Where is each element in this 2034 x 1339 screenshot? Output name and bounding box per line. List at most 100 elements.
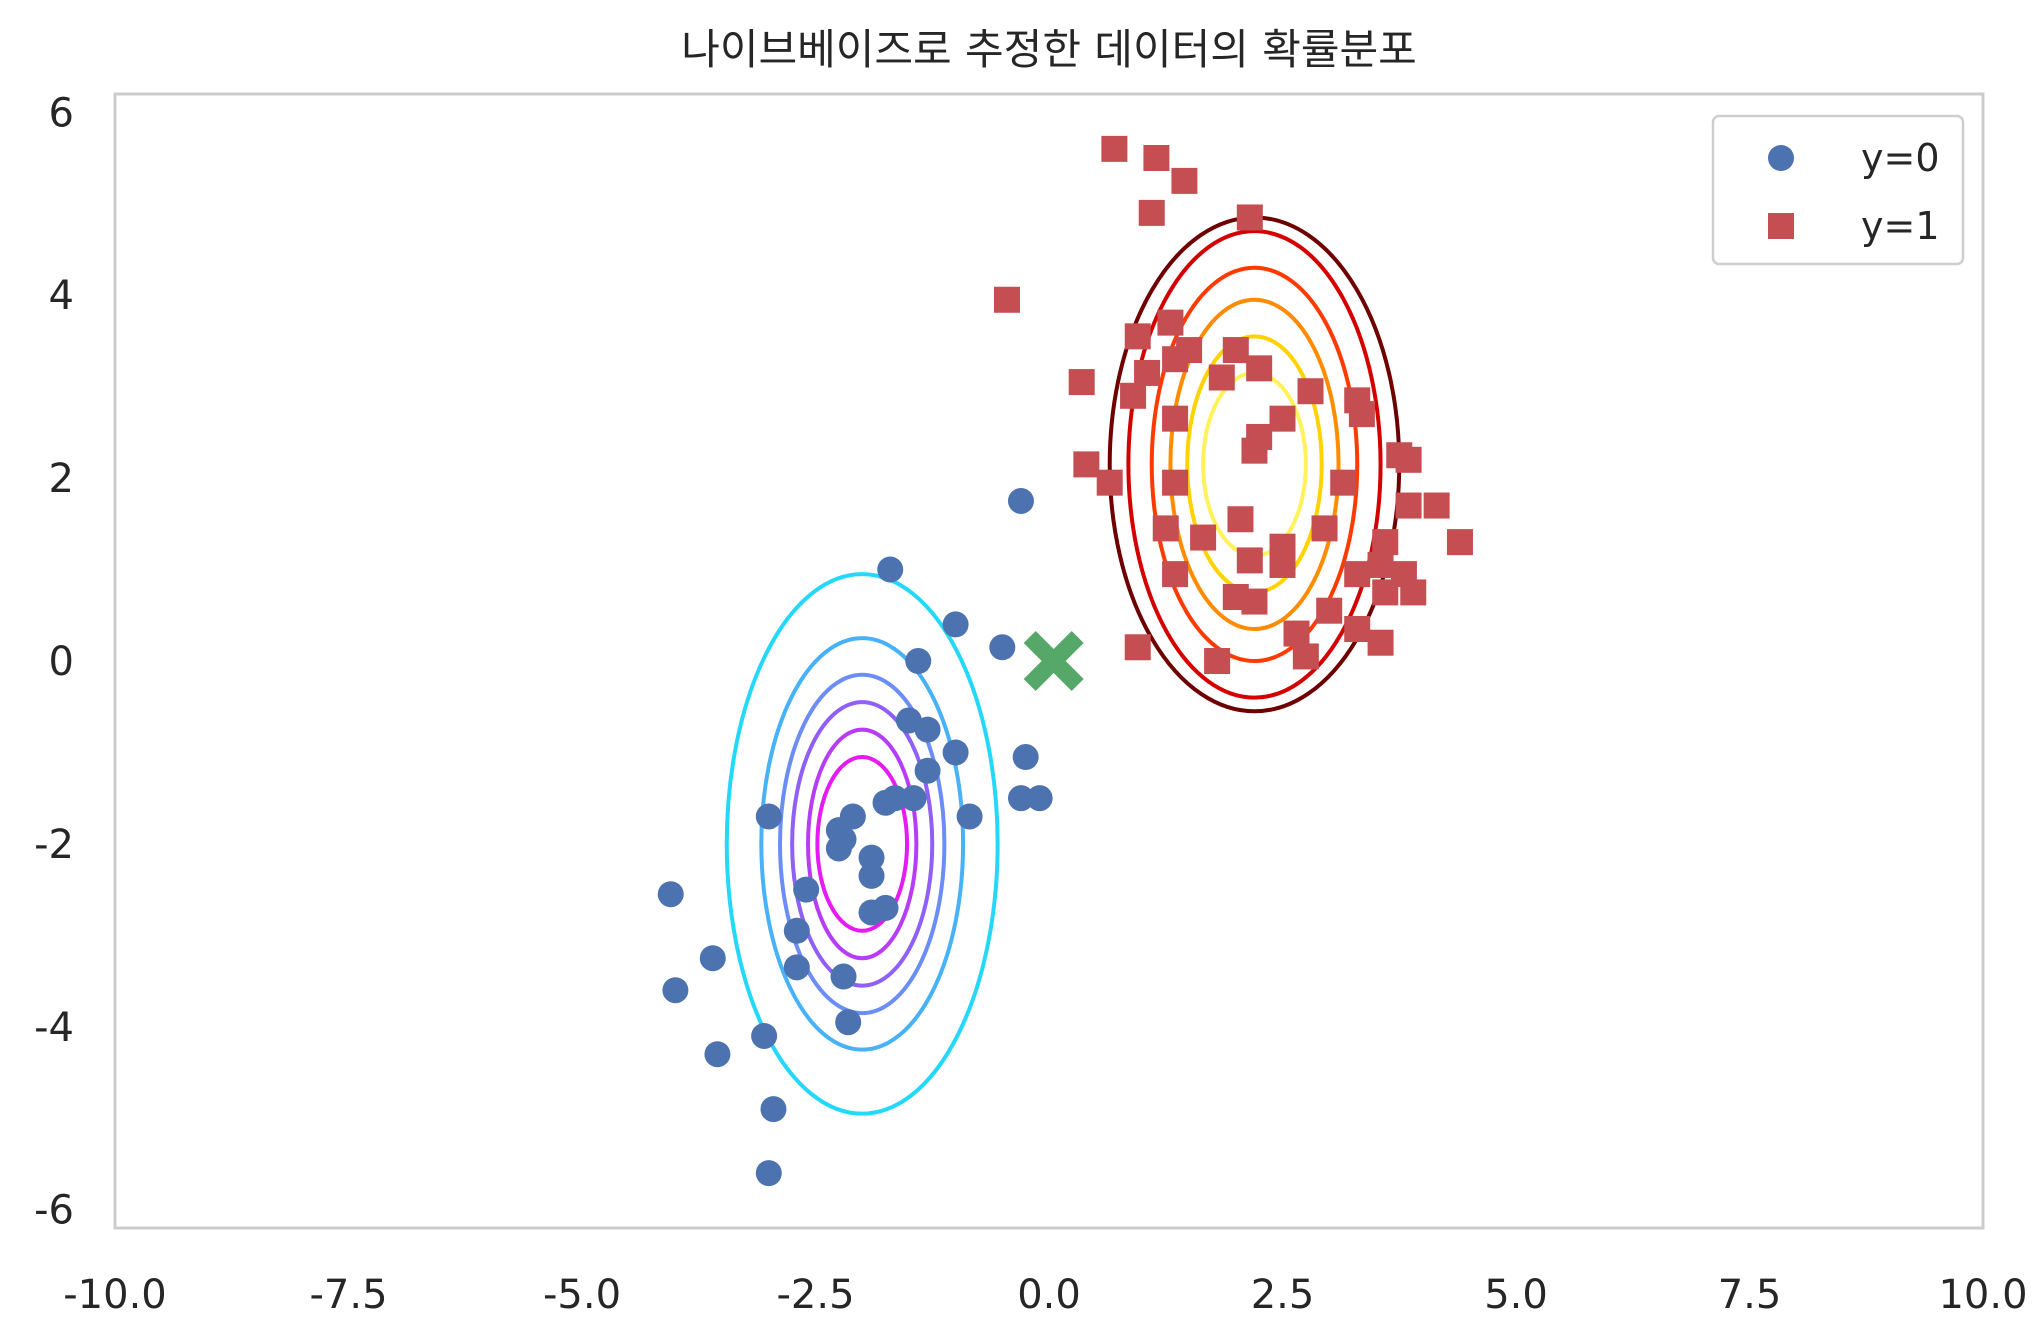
contour-line — [724, 572, 1000, 1116]
legend-marker-square — [1768, 213, 1794, 239]
x-tick-label: -5.0 — [543, 1272, 621, 1318]
point-y1 — [1138, 199, 1165, 226]
x-tick-label: 2.5 — [1251, 1272, 1315, 1318]
y-tick-label: 2 — [49, 456, 74, 502]
contour-line — [759, 636, 966, 1052]
point-y1 — [1068, 369, 1095, 396]
point-y0 — [783, 917, 810, 944]
point-y1 — [1316, 597, 1343, 624]
point-y0 — [657, 881, 684, 908]
contour-line — [1168, 297, 1341, 631]
point-y1 — [1367, 629, 1394, 656]
point-y0 — [793, 876, 820, 903]
point-y1 — [1372, 579, 1399, 606]
point-y1 — [1269, 405, 1296, 432]
point-y0 — [699, 945, 726, 972]
x-marker-stroke — [1023, 630, 1084, 692]
point-y0 — [1007, 785, 1034, 812]
point-y1 — [1190, 524, 1217, 551]
point-y1 — [1311, 515, 1338, 542]
point-y1 — [1348, 401, 1375, 428]
point-y0 — [942, 739, 969, 766]
y-tick-label: 0 — [49, 639, 74, 685]
point-y1 — [1330, 469, 1357, 496]
point-y1 — [1101, 135, 1128, 162]
point-y0 — [830, 963, 857, 990]
legend: y=0 y=1 — [1711, 114, 1965, 266]
point-y1 — [1157, 309, 1184, 336]
point-y0 — [704, 1041, 731, 1068]
point-y1 — [1204, 648, 1231, 674]
scatter-points — [657, 135, 1473, 1187]
point-y0 — [783, 954, 810, 981]
contour-line — [790, 700, 935, 988]
point-y1 — [1423, 492, 1450, 519]
point-y0 — [858, 862, 885, 889]
point-y0 — [900, 785, 927, 812]
y-tick-label: -4 — [34, 1005, 74, 1051]
x-tick-label: 10.0 — [1938, 1272, 2027, 1318]
point-y1 — [1143, 145, 1170, 172]
point-y1 — [1162, 469, 1189, 496]
x-tick-label: -7.5 — [309, 1272, 387, 1318]
point-y1 — [1292, 643, 1319, 670]
contour-line — [1149, 265, 1360, 663]
point-y0 — [755, 803, 782, 830]
point-y0 — [825, 835, 852, 862]
y-tick-label: -6 — [34, 1188, 74, 1234]
point-y0 — [1012, 744, 1039, 771]
point-y1 — [1236, 547, 1263, 574]
x-tick-label: 5.0 — [1484, 1272, 1548, 1318]
x-tick-label: 0.0 — [1017, 1272, 1081, 1318]
point-y1 — [1124, 323, 1151, 350]
point-y0 — [877, 556, 904, 583]
legend-label: y=0 — [1861, 136, 1940, 180]
point-y1 — [1120, 382, 1147, 409]
point-y0 — [956, 803, 983, 830]
point-y1 — [1162, 346, 1189, 373]
point-y0 — [942, 611, 969, 638]
y-tick-label: -2 — [34, 822, 74, 868]
point-y1 — [1124, 634, 1151, 661]
legend-label: y=1 — [1861, 204, 1940, 248]
point-y0 — [989, 634, 1016, 661]
chart-title: 나이브베이즈로 추정한 데이터의 확률분포 — [681, 25, 1417, 74]
point-y0 — [835, 1009, 862, 1036]
point-y1 — [1134, 359, 1161, 386]
point-y1 — [1344, 561, 1371, 588]
y-tick-label: 4 — [49, 273, 74, 319]
x-tick-label: -2.5 — [776, 1272, 854, 1318]
x-tick-label: -10.0 — [63, 1272, 167, 1318]
legend-marker-circle — [1768, 145, 1794, 171]
point-y0 — [905, 648, 932, 674]
point-y1 — [1446, 529, 1473, 556]
point-y0 — [914, 757, 941, 784]
point-y1 — [1073, 451, 1100, 478]
point-y1 — [1372, 529, 1399, 556]
point-y1 — [1171, 167, 1198, 194]
point-y0 — [1007, 487, 1034, 514]
point-y0 — [760, 1096, 787, 1123]
point-y1 — [1222, 337, 1249, 364]
point-y0 — [1026, 785, 1053, 812]
point-y0 — [914, 716, 941, 743]
contour-line — [806, 727, 919, 961]
x-axis-ticks: -10.0 -7.5 -5.0 -2.5 0.0 2.5 5.0 7.5 10.0 — [63, 1272, 2027, 1318]
point-y1 — [1246, 355, 1273, 382]
query-point-x-marker — [1023, 630, 1084, 692]
contour-line — [778, 672, 947, 1016]
point-y0 — [751, 1022, 778, 1049]
point-y1 — [993, 286, 1020, 313]
point-y1 — [1367, 551, 1394, 578]
point-y1 — [1227, 506, 1254, 533]
point-y1 — [1236, 204, 1263, 231]
y-axis-ticks: 6 4 2 0 -2 -4 -6 — [34, 90, 74, 1233]
point-y1 — [1208, 364, 1235, 391]
point-y1 — [1400, 579, 1427, 606]
point-y1 — [1162, 561, 1189, 588]
point-y1 — [1152, 515, 1179, 542]
contour-line — [1126, 229, 1383, 700]
contour-line — [815, 755, 910, 933]
point-y1 — [1241, 588, 1268, 615]
